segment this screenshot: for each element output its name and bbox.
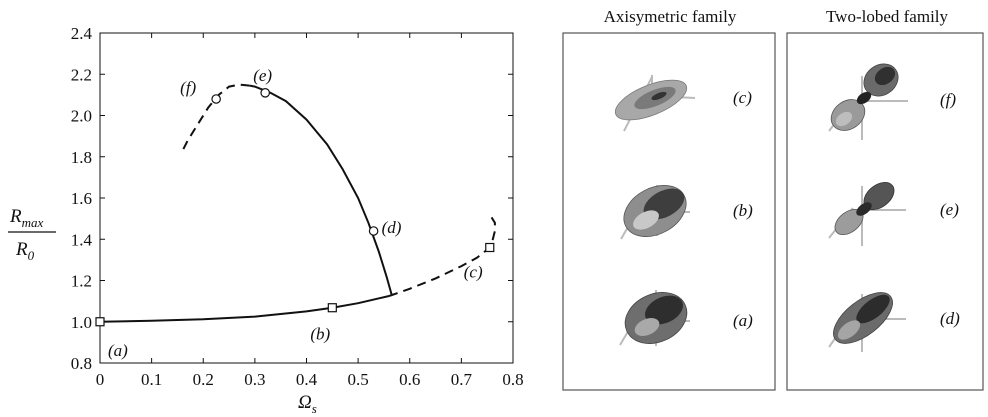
x-tick-label: 0.7 — [451, 370, 473, 389]
x-tick-label: 0.8 — [502, 370, 523, 389]
point-label: (f) — [180, 78, 196, 97]
bifurcation-chart: 0 0.1 0.2 0.3 0.4 0.5 0.6 0.7 0.8 0.8 1.0 1.2 1.4 1.… — [8, 24, 524, 416]
y-ticks: 0.8 1.0 1.2 1.4 1.6 1.8 2.0 2.2 2.4 — [71, 24, 513, 373]
panel-two-lobed-frame — [786, 32, 984, 391]
x-tick-label: 0.2 — [193, 370, 214, 389]
shape-label-axisym-b: (b) — [733, 201, 753, 220]
point-marker-square — [327, 303, 337, 313]
point-label: (e) — [253, 66, 272, 85]
point-marker-circle — [260, 88, 270, 98]
point-marker-square — [95, 317, 105, 327]
y-tick-label: 2.0 — [71, 107, 92, 126]
x-tick-label: 0.4 — [296, 370, 318, 389]
special-points: (a) (b) (c) (d) (e) (f) — [95, 66, 495, 360]
shape-label-axisym-a: (a) — [733, 311, 753, 330]
y-axis-label: Rmax R0 — [8, 206, 56, 263]
point-marker-circle — [368, 226, 379, 236]
panel-axisymmetric-title: Axisymetric family — [604, 7, 737, 26]
panel-axisymmetric-frame — [562, 32, 776, 391]
x-tick-label: 0.6 — [399, 370, 420, 389]
shape-axisym-a — [619, 290, 690, 346]
shape-twolobe-d — [828, 292, 906, 352]
point-marker-square — [485, 242, 495, 253]
y-tick-label: 1.8 — [71, 148, 92, 167]
axisymmetric-unstable-curve — [388, 213, 496, 297]
y-tick-label: 1.6 — [71, 189, 92, 208]
plot-frame — [99, 32, 514, 364]
x-tick-label: 0.5 — [348, 370, 369, 389]
shape-twolobe-f — [828, 63, 908, 140]
point-label: (b) — [310, 325, 330, 344]
y-tick-label: 0.8 — [71, 354, 92, 373]
x-tick-label: 0.1 — [141, 370, 162, 389]
curves — [99, 83, 496, 323]
y-tick-label: 2.2 — [71, 65, 92, 84]
two-lobed-stable-curve — [249, 84, 393, 296]
shape-label-twolobe-d: (d) — [940, 309, 960, 328]
y-tick-label: 1.2 — [71, 272, 92, 291]
shape-label-twolobe-e: (e) — [940, 200, 959, 219]
y-tick-label: 2.4 — [71, 24, 93, 43]
y-tick-label: 1.0 — [71, 313, 92, 332]
ylabel-numerator: Rmax — [9, 206, 43, 230]
ylabel-denominator: R0 — [15, 239, 35, 263]
x-tick-label: 0.3 — [244, 370, 265, 389]
shape-twolobe-e — [828, 182, 906, 246]
x-tick-label: 0 — [96, 370, 105, 389]
shape-label-twolobe-f: (f) — [940, 90, 956, 109]
panel-two-lobed: Two-lobed family (f) (e) — [786, 7, 984, 391]
panel-axisymmetric: Axisymetric family (c) (b) — [562, 7, 776, 391]
x-ticks: 0 0.1 0.2 0.3 0.4 0.5 0.6 0.7 0.8 — [96, 33, 524, 389]
axisymmetric-stable-curve — [99, 295, 390, 323]
panel-two-lobed-title: Two-lobed family — [826, 7, 949, 26]
shape-axisym-c — [614, 75, 696, 132]
point-marker-circle — [211, 94, 221, 104]
x-axis-label: Ωs — [298, 392, 317, 416]
shape-label-axisym-c: (c) — [733, 88, 752, 107]
shape-axisym-b — [620, 185, 690, 240]
point-label: (d) — [382, 218, 402, 237]
point-label: (a) — [108, 341, 128, 360]
point-label: (c) — [464, 263, 483, 282]
y-tick-label: 1.4 — [71, 230, 93, 249]
